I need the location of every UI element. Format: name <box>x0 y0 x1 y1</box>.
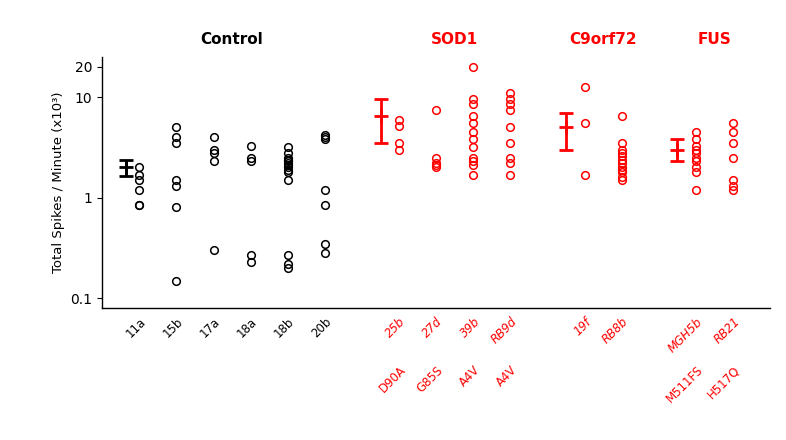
Text: M511FS: M511FS <box>663 363 705 405</box>
Text: A4V: A4V <box>494 363 520 389</box>
Text: 39b: 39b <box>457 315 483 340</box>
Text: A4V: A4V <box>457 363 483 389</box>
Text: 20b: 20b <box>309 315 334 340</box>
Text: 17a: 17a <box>198 315 222 340</box>
Text: 18b: 18b <box>272 315 297 340</box>
Text: RB21: RB21 <box>711 315 742 346</box>
Text: FUS: FUS <box>698 32 732 47</box>
Text: 27d: 27d <box>421 315 446 340</box>
Text: 15b: 15b <box>160 315 185 340</box>
Text: H517Q: H517Q <box>704 363 742 401</box>
Y-axis label: Total Spikes / Minute (x10³): Total Spikes / Minute (x10³) <box>52 92 65 273</box>
Text: 19f: 19f <box>571 315 594 337</box>
Text: 25b: 25b <box>384 315 408 340</box>
Text: 18a: 18a <box>235 315 260 340</box>
Text: MGH5b: MGH5b <box>666 315 705 355</box>
Text: RB8b: RB8b <box>600 315 631 346</box>
Text: C9orf72: C9orf72 <box>569 32 637 47</box>
Text: SOD1: SOD1 <box>432 32 479 47</box>
Text: G85S: G85S <box>414 363 446 395</box>
Text: 11a: 11a <box>123 315 149 340</box>
Text: Control: Control <box>200 32 263 47</box>
Text: RB9d: RB9d <box>488 315 520 346</box>
Text: D90A: D90A <box>376 363 408 396</box>
